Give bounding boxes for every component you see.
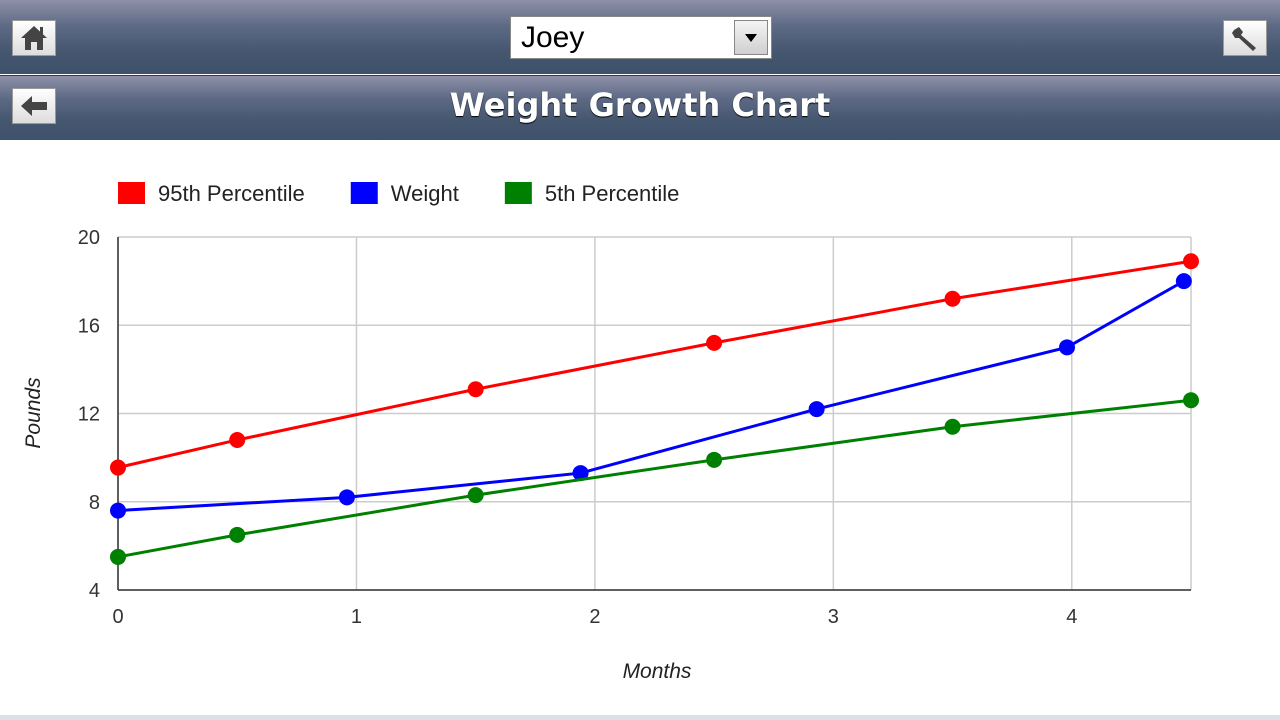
series-line bbox=[117, 259, 1192, 470]
x-axis-label: Months bbox=[623, 660, 692, 683]
legend-swatch bbox=[118, 182, 145, 204]
legend-item: Weight bbox=[350, 181, 459, 206]
legend-swatch bbox=[504, 182, 532, 204]
x-tick-label: 1 bbox=[351, 606, 362, 628]
title-bar: Weight Growth Chart bbox=[0, 75, 1280, 140]
y-tick-label: 16 bbox=[78, 315, 100, 337]
bottom-border bbox=[0, 715, 1280, 720]
series-line bbox=[117, 279, 1185, 513]
legend-item: 5th Percentile bbox=[504, 181, 680, 206]
page-title: Weight Growth Chart bbox=[449, 86, 831, 124]
x-tick-label: 4 bbox=[1066, 606, 1077, 628]
child-select-value: Joey bbox=[521, 21, 585, 54]
data-point bbox=[467, 487, 484, 504]
data-point bbox=[944, 418, 961, 435]
series-line bbox=[117, 398, 1192, 559]
child-select[interactable]: Joey bbox=[510, 16, 772, 59]
data-point bbox=[110, 548, 126, 565]
data-point bbox=[338, 489, 355, 506]
x-tick-label: 0 bbox=[112, 606, 123, 628]
y-tick-label: 8 bbox=[89, 492, 100, 514]
data-point bbox=[110, 459, 126, 476]
wrench-icon bbox=[1232, 27, 1256, 51]
data-point bbox=[1175, 273, 1192, 290]
legend-swatch bbox=[350, 182, 378, 204]
data-point bbox=[944, 290, 961, 307]
y-axis-label: Pounds bbox=[22, 377, 45, 449]
data-point bbox=[1059, 339, 1076, 356]
legend-label: 95th Percentile bbox=[158, 181, 305, 206]
y-tick-label: 4 bbox=[89, 580, 100, 602]
data-point bbox=[110, 502, 126, 519]
y-tick-label: 20 bbox=[78, 227, 100, 249]
data-point bbox=[229, 526, 246, 543]
chevron-down-icon[interactable] bbox=[734, 20, 768, 55]
back-button[interactable] bbox=[12, 88, 56, 124]
settings-button[interactable] bbox=[1223, 20, 1267, 56]
data-point bbox=[706, 334, 723, 351]
home-button[interactable] bbox=[12, 20, 56, 56]
top-toolbar: Joey bbox=[0, 0, 1280, 74]
legend-item: 95th Percentile bbox=[118, 181, 305, 206]
data-point bbox=[467, 381, 484, 398]
legend-label: Weight bbox=[391, 181, 459, 206]
home-icon bbox=[21, 26, 47, 50]
data-point bbox=[706, 451, 723, 468]
data-point bbox=[572, 465, 589, 482]
x-tick-label: 2 bbox=[589, 606, 600, 628]
data-point bbox=[1183, 253, 1199, 270]
legend-label: 5th Percentile bbox=[545, 181, 680, 206]
data-point bbox=[1183, 392, 1199, 409]
y-tick-label: 12 bbox=[78, 404, 100, 426]
arrow-left-icon bbox=[21, 96, 47, 116]
x-tick-label: 3 bbox=[828, 606, 839, 628]
data-point bbox=[808, 401, 825, 418]
data-point bbox=[229, 431, 246, 448]
